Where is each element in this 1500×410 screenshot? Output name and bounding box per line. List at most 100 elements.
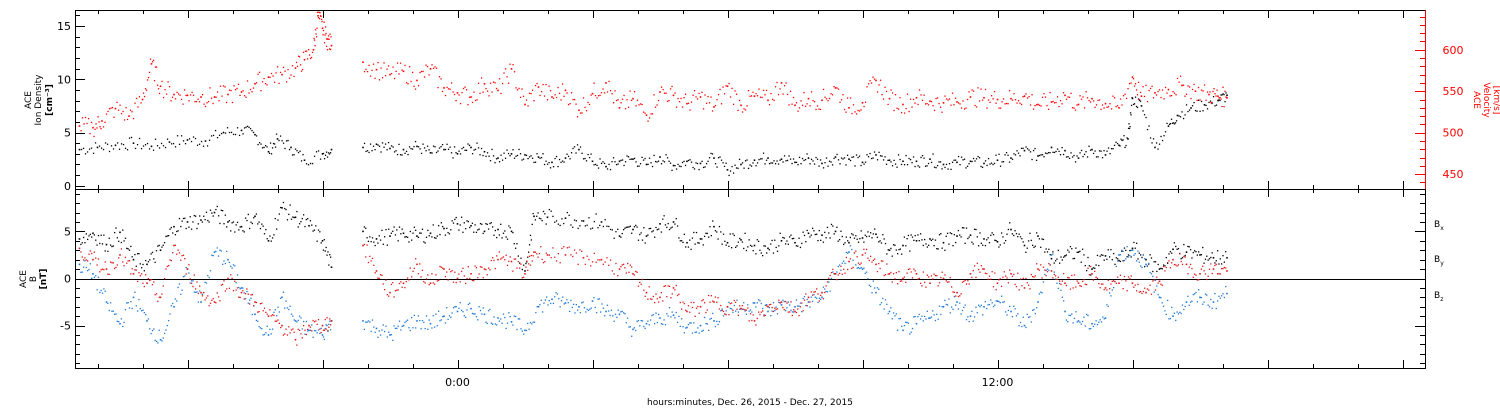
bx-point (784, 243, 787, 245)
by-point (158, 329, 160, 331)
by-point (689, 322, 691, 324)
bz-point (172, 252, 174, 254)
bx-point (161, 246, 163, 248)
by-point (968, 320, 970, 323)
bz-point (718, 308, 721, 310)
density-point (120, 143, 123, 145)
density-point (749, 164, 751, 166)
velocity-point (1020, 103, 1023, 106)
bz-point (984, 272, 987, 274)
bz-point (1161, 284, 1163, 286)
density-point (797, 163, 799, 166)
bx-point (370, 240, 372, 243)
bz-point (177, 249, 179, 251)
density-point (566, 153, 568, 155)
bz-point (244, 292, 247, 295)
by-point (903, 324, 906, 327)
bz-point (469, 277, 471, 280)
by-point (504, 316, 506, 319)
density-point (1028, 149, 1030, 151)
bz-point (500, 258, 502, 260)
density-point (1019, 155, 1021, 157)
velocity-point (842, 94, 844, 96)
bz-point (724, 313, 726, 315)
bx-point (944, 249, 946, 251)
by-point (181, 289, 183, 291)
bz-point (791, 314, 793, 317)
density-point (275, 133, 278, 135)
bz-point (988, 275, 991, 277)
velocity-point (206, 102, 208, 104)
bx-point (540, 218, 542, 220)
bx-point (469, 226, 471, 229)
velocity-point (878, 84, 880, 86)
by-point (836, 271, 838, 273)
by-point (1100, 321, 1103, 323)
by-point (532, 321, 534, 323)
velocity-point (924, 103, 927, 105)
by-point (566, 299, 568, 301)
velocity-point (1139, 91, 1142, 94)
bx-point (435, 237, 437, 239)
bz-point (886, 263, 888, 265)
bz-point (528, 255, 531, 257)
bx-point (988, 242, 991, 244)
by-point (718, 321, 721, 323)
bz-point (317, 318, 320, 321)
velocity-point (879, 79, 882, 81)
bz-point (883, 274, 885, 277)
bx-point (648, 227, 650, 230)
density-point (752, 162, 754, 164)
by-point (841, 262, 843, 264)
bx-point (1041, 238, 1043, 240)
bx-point (884, 242, 887, 245)
by-point (1167, 299, 1169, 302)
density-point (696, 162, 699, 165)
density-point (410, 147, 412, 150)
by-point (865, 271, 868, 273)
x-tick-label-1: 12:00 (982, 376, 1014, 389)
bz-point (716, 301, 718, 303)
bz-point (554, 256, 556, 258)
velocity-point (101, 120, 103, 122)
density-point (699, 162, 702, 165)
bz-point (525, 266, 527, 268)
density-point (154, 138, 157, 140)
velocity-point (609, 90, 612, 92)
by-point (170, 305, 172, 307)
bz-point (534, 251, 537, 253)
density-point (1013, 153, 1015, 155)
bx-point (836, 226, 838, 228)
by-point (1103, 318, 1105, 320)
bz-point (529, 264, 532, 266)
bz-point (448, 268, 451, 270)
bx-point (838, 239, 841, 241)
density-point (1171, 122, 1174, 125)
by-point (667, 315, 669, 317)
density-point (148, 148, 151, 150)
by-point (938, 305, 941, 307)
velocity-point (102, 126, 105, 128)
bx-point (107, 250, 109, 253)
bz-point (783, 308, 785, 311)
by-point (177, 286, 179, 289)
density-point (152, 149, 155, 151)
by-point (801, 311, 803, 313)
density-point (758, 158, 760, 161)
bx-point (257, 223, 259, 225)
by-point (138, 298, 140, 301)
bx-point (882, 234, 884, 236)
by-point (1073, 317, 1076, 320)
bx-point (481, 223, 483, 225)
by-point (223, 260, 225, 262)
bz-point (651, 298, 653, 300)
bx-point (1188, 246, 1190, 248)
velocity-point (890, 89, 892, 91)
density-point (90, 147, 93, 149)
density-point (795, 161, 798, 164)
by-point (1044, 273, 1046, 276)
density-point (984, 160, 987, 162)
velocity-point (759, 96, 762, 98)
bz-point (782, 306, 784, 309)
velocity-point (198, 101, 201, 103)
